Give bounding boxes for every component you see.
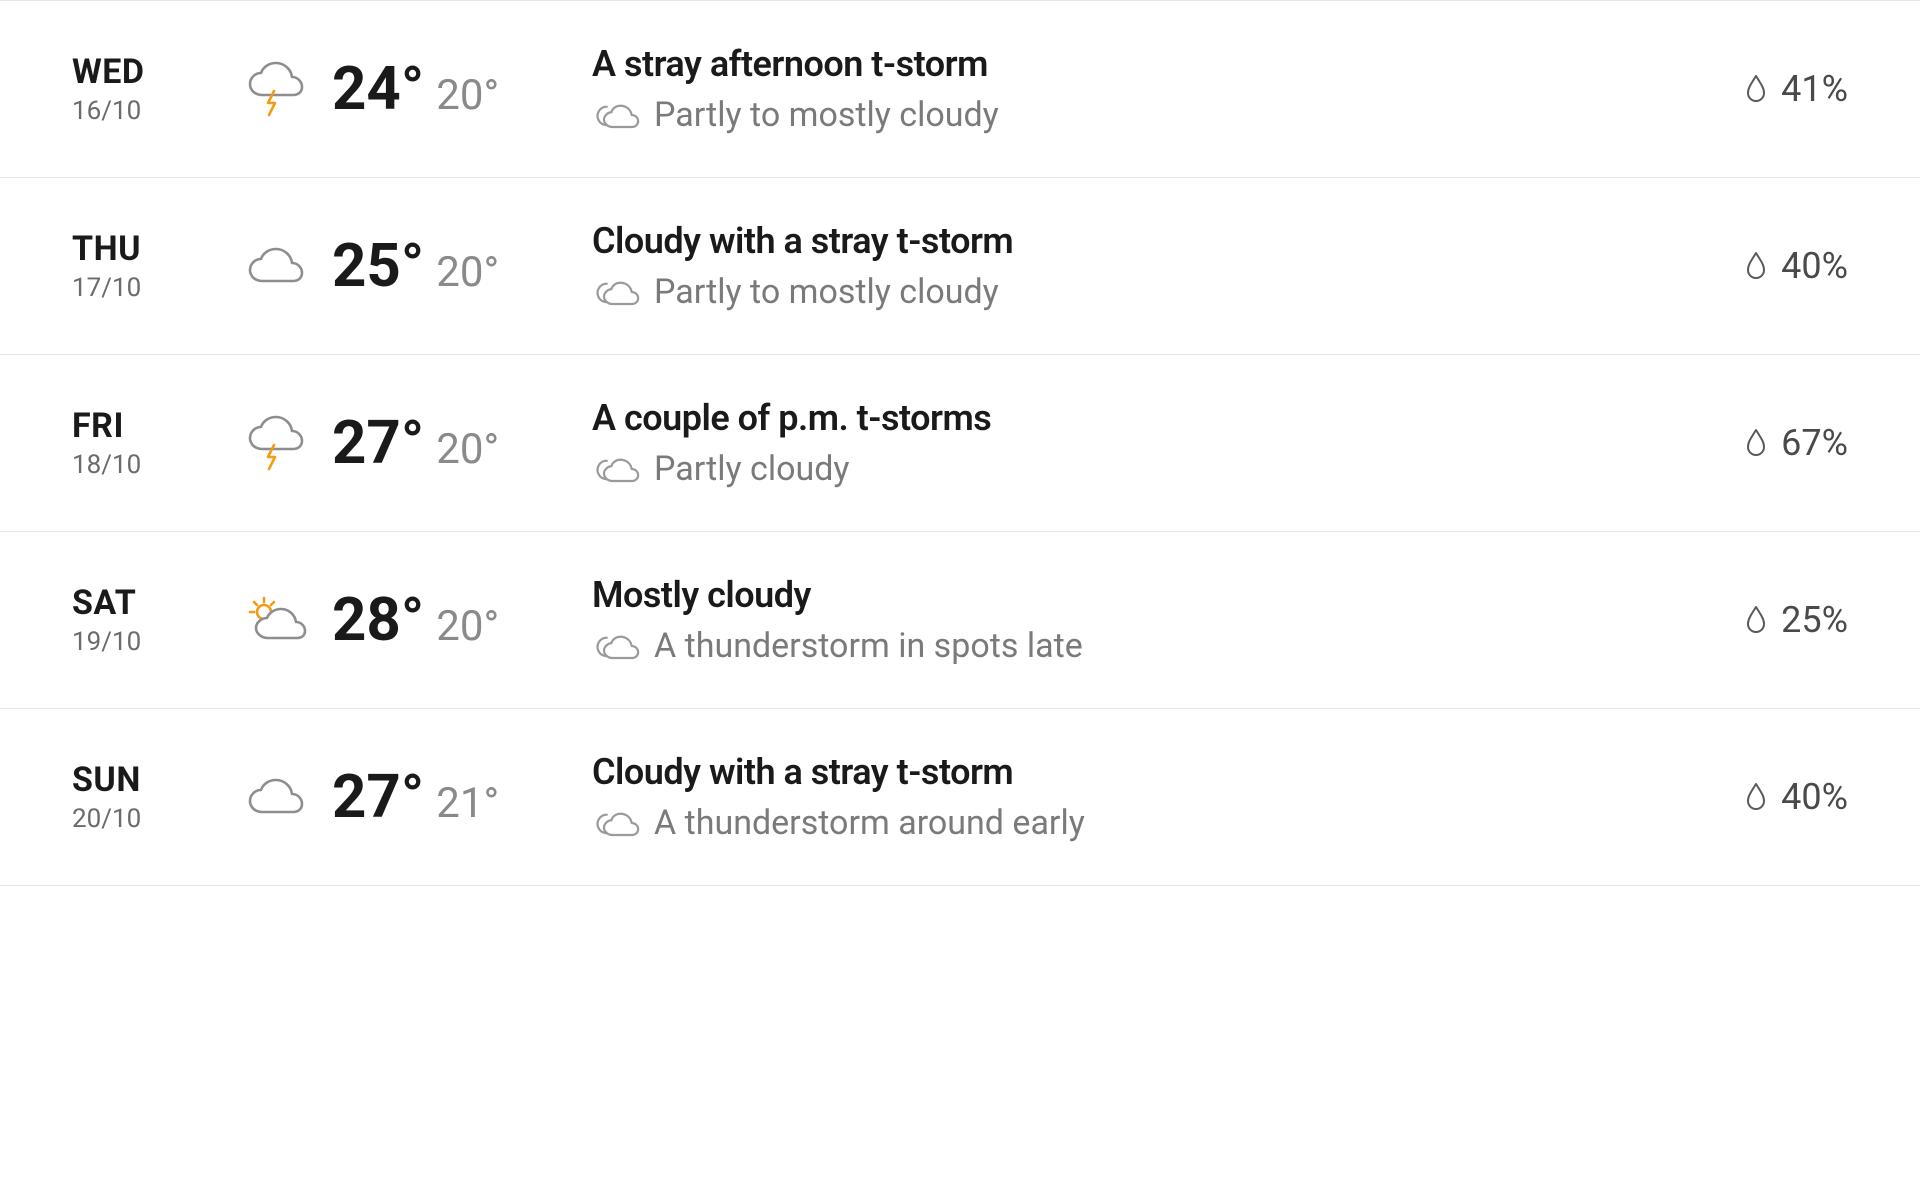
- droplet-icon: [1745, 782, 1767, 812]
- temp-high: 28°: [332, 590, 424, 650]
- day-description: A couple of p.m. t-storms: [592, 397, 1664, 439]
- droplet-icon: [1745, 74, 1767, 104]
- day-date: 16/10: [72, 96, 222, 126]
- thunderstorm-icon: [242, 415, 312, 471]
- day-column: SAT 19/10: [72, 583, 222, 657]
- temp-low: 20°: [436, 429, 499, 471]
- day-description: A stray afternoon t-storm: [592, 43, 1664, 85]
- day-column: THU 17/10: [72, 229, 222, 303]
- night-cloud-icon: [592, 805, 640, 841]
- temp-high: 24°: [332, 59, 424, 119]
- night-description-row: Partly to mostly cloudy: [592, 272, 1664, 312]
- day-date: 19/10: [72, 627, 222, 657]
- cloud-icon: [242, 238, 312, 294]
- temp-high: 27°: [332, 767, 424, 827]
- night-description: Partly to mostly cloudy: [654, 272, 999, 312]
- day-name: FRI: [72, 406, 222, 446]
- precipitation-value: 40%: [1781, 245, 1848, 287]
- day-column: SUN 20/10: [72, 760, 222, 834]
- day-description: Cloudy with a stray t-storm: [592, 220, 1664, 262]
- night-description-row: A thunderstorm in spots late: [592, 626, 1664, 666]
- day-date: 18/10: [72, 450, 222, 480]
- cloud-icon: [242, 769, 312, 825]
- weather-icon-column: [222, 238, 332, 294]
- temperature-column: 25° 20°: [332, 236, 592, 296]
- day-description: Mostly cloudy: [592, 574, 1664, 616]
- night-description: A thunderstorm around early: [654, 803, 1085, 843]
- precipitation-column: 41%: [1688, 68, 1848, 110]
- temperature-column: 24° 20°: [332, 59, 592, 119]
- temperature-column: 27° 20°: [332, 413, 592, 473]
- night-description-row: Partly to mostly cloudy: [592, 95, 1664, 135]
- description-column: A stray afternoon t-storm Partly to mostl…: [592, 43, 1688, 135]
- precipitation-value: 40%: [1781, 776, 1848, 818]
- temp-low: 20°: [436, 606, 499, 648]
- night-description: A thunderstorm in spots late: [654, 626, 1083, 666]
- day-column: FRI 18/10: [72, 406, 222, 480]
- forecast-row[interactable]: SUN 20/10 27° 21° Cloudy with a stray t-stor…: [0, 709, 1920, 886]
- day-description: Cloudy with a stray t-storm: [592, 751, 1664, 793]
- temp-low: 20°: [436, 75, 499, 117]
- night-description: Partly to mostly cloudy: [654, 95, 999, 135]
- description-column: A couple of p.m. t-storms Partly cloudy: [592, 397, 1688, 489]
- droplet-icon: [1745, 251, 1767, 281]
- partly-sunny-icon: [242, 592, 312, 648]
- thunderstorm-icon: [242, 61, 312, 117]
- description-column: Cloudy with a stray t-storm Partly to mos…: [592, 220, 1688, 312]
- day-date: 20/10: [72, 804, 222, 834]
- weather-icon-column: [222, 61, 332, 117]
- day-name: SAT: [72, 583, 222, 623]
- weather-icon-column: [222, 415, 332, 471]
- precipitation-column: 25%: [1688, 599, 1848, 641]
- precipitation-column: 40%: [1688, 776, 1848, 818]
- day-name: WED: [72, 52, 222, 92]
- day-column: WED 16/10: [72, 52, 222, 126]
- night-cloud-icon: [592, 628, 640, 664]
- forecast-list: WED 16/10 24° 20° A stray afternoon t-storm P…: [0, 0, 1920, 886]
- precipitation-column: 40%: [1688, 245, 1848, 287]
- night-description-row: A thunderstorm around early: [592, 803, 1664, 843]
- droplet-icon: [1745, 428, 1767, 458]
- temp-high: 25°: [332, 236, 424, 296]
- forecast-row[interactable]: FRI 18/10 27° 20° A couple of p.m. t-storms P…: [0, 355, 1920, 532]
- night-cloud-icon: [592, 274, 640, 310]
- description-column: Mostly cloudy A thunderstorm in spots lat…: [592, 574, 1688, 666]
- night-cloud-icon: [592, 451, 640, 487]
- description-column: Cloudy with a stray t-storm A thunderstor…: [592, 751, 1688, 843]
- day-name: THU: [72, 229, 222, 269]
- weather-icon-column: [222, 769, 332, 825]
- night-description-row: Partly cloudy: [592, 449, 1664, 489]
- day-name: SUN: [72, 760, 222, 800]
- forecast-row[interactable]: SAT 19/10 28° 20° Mostly cloudy A thunderstor…: [0, 532, 1920, 709]
- precipitation-value: 67%: [1781, 422, 1848, 464]
- precipitation-value: 25%: [1781, 599, 1848, 641]
- day-date: 17/10: [72, 273, 222, 303]
- temp-high: 27°: [332, 413, 424, 473]
- night-description: Partly cloudy: [654, 449, 849, 489]
- forecast-row[interactable]: WED 16/10 24° 20° A stray afternoon t-storm P…: [0, 1, 1920, 178]
- temperature-column: 28° 20°: [332, 590, 592, 650]
- precipitation-column: 67%: [1688, 422, 1848, 464]
- night-cloud-icon: [592, 97, 640, 133]
- forecast-row[interactable]: THU 17/10 25° 20° Cloudy with a stray t-stor…: [0, 178, 1920, 355]
- temp-low: 20°: [436, 252, 499, 294]
- weather-icon-column: [222, 592, 332, 648]
- droplet-icon: [1745, 605, 1767, 635]
- temperature-column: 27° 21°: [332, 767, 592, 827]
- temp-low: 21°: [436, 783, 499, 825]
- precipitation-value: 41%: [1781, 68, 1848, 110]
